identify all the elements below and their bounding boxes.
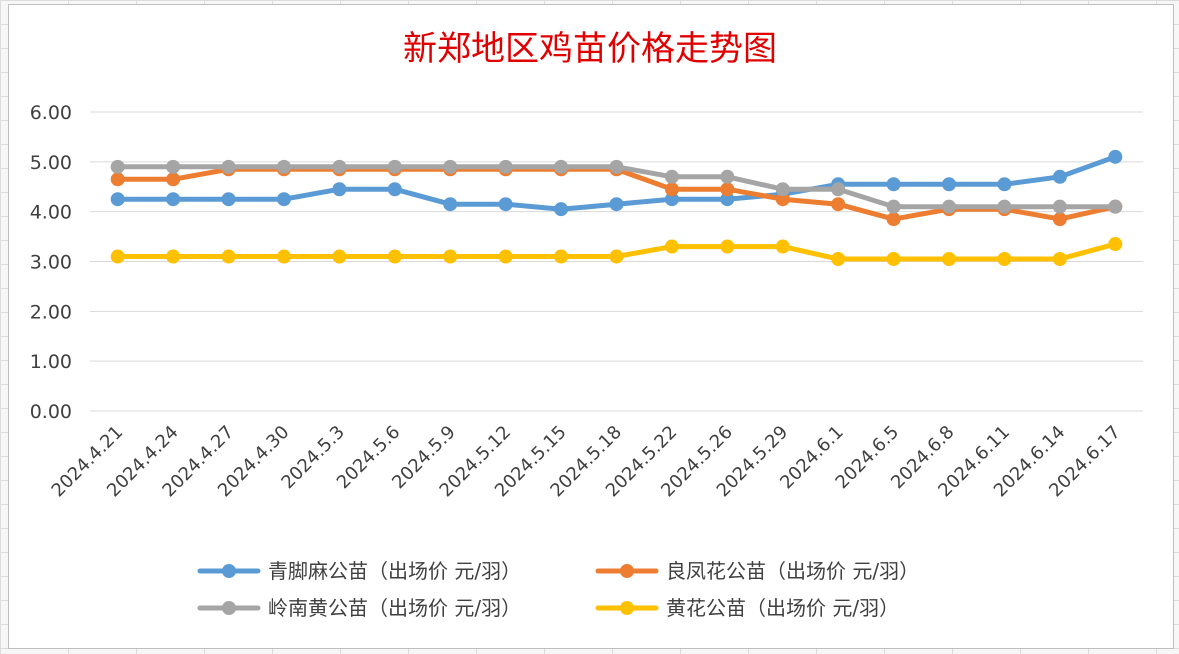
data-point [831, 252, 846, 267]
data-point [942, 199, 957, 214]
legend-marker [222, 564, 236, 578]
data-point [664, 169, 679, 184]
legend-item: 岭南黄公苗（出场价 元/羽） [197, 596, 521, 620]
data-point [554, 249, 569, 264]
data-point [1052, 169, 1067, 184]
data-point [166, 249, 181, 264]
data-point [443, 197, 458, 212]
y-tick-label: 5.00 [30, 152, 72, 174]
x-axis-ticks: 2024.4.212024.4.242024.4.272024.4.302024… [48, 422, 1125, 502]
data-point [332, 249, 347, 264]
data-point [886, 199, 901, 214]
data-point [221, 249, 236, 264]
data-point [276, 249, 291, 264]
legend-label: 青脚麻公苗（出场价 元/羽） [268, 559, 521, 583]
y-tick-label: 3.00 [30, 252, 72, 274]
data-point [498, 249, 513, 264]
data-point [609, 197, 624, 212]
data-point [221, 159, 236, 174]
data-point [831, 197, 846, 212]
legend-label: 岭南黄公苗（出场价 元/羽） [268, 596, 521, 620]
data-point [443, 249, 458, 264]
data-point [1052, 252, 1067, 267]
data-point [110, 159, 125, 174]
legend-label: 黄花公苗（出场价 元/羽） [666, 596, 899, 620]
data-point [276, 159, 291, 174]
data-point [443, 159, 458, 174]
y-tick-label: 6.00 [30, 102, 72, 124]
data-point [498, 197, 513, 212]
data-point [332, 159, 347, 174]
series-lines [110, 149, 1123, 267]
data-point [831, 182, 846, 197]
data-point [775, 239, 790, 254]
data-point [110, 172, 125, 187]
data-point [1108, 199, 1123, 214]
y-tick-label: 1.00 [30, 351, 72, 373]
data-point [387, 159, 402, 174]
data-point [387, 182, 402, 197]
data-point [276, 192, 291, 207]
data-point [1108, 149, 1123, 164]
data-point [221, 192, 236, 207]
data-point [720, 192, 735, 207]
data-point [332, 182, 347, 197]
data-point [554, 159, 569, 174]
data-point [942, 252, 957, 267]
data-point [664, 182, 679, 197]
data-point [664, 239, 679, 254]
data-point [942, 177, 957, 192]
data-point [664, 192, 679, 207]
data-point [997, 252, 1012, 267]
data-point [110, 192, 125, 207]
series-3 [110, 159, 1123, 214]
y-tick-label: 4.00 [30, 202, 72, 224]
legend-item: 黄花公苗（出场价 元/羽） [595, 596, 899, 620]
data-point [387, 249, 402, 264]
legend-marker [620, 601, 634, 615]
chart-title: 新郑地区鸡苗价格走势图 [403, 29, 777, 69]
data-point [775, 192, 790, 207]
data-point [720, 182, 735, 197]
series-4 [110, 237, 1123, 267]
data-point [166, 172, 181, 187]
data-point [1052, 212, 1067, 227]
data-point [886, 177, 901, 192]
data-point [775, 182, 790, 197]
data-point [554, 202, 569, 217]
data-point [886, 252, 901, 267]
data-point [166, 192, 181, 207]
data-point [498, 159, 513, 174]
legend-item: 良凤花公苗（出场价 元/羽） [595, 559, 919, 583]
data-point [997, 199, 1012, 214]
data-point [166, 159, 181, 174]
legend: 青脚麻公苗（出场价 元/羽） 良凤花公苗（出场价 元/羽） 岭南黄公苗（出场价 元/… [197, 559, 919, 620]
series-1 [110, 149, 1123, 217]
legend-marker [222, 601, 236, 615]
legend-item: 青脚麻公苗（出场价 元/羽） [197, 559, 521, 583]
data-point [1052, 199, 1067, 214]
legend-marker [620, 564, 634, 578]
data-point [609, 159, 624, 174]
y-tick-label: 0.00 [30, 401, 72, 423]
y-tick-label: 2.00 [30, 301, 72, 323]
data-point [997, 177, 1012, 192]
legend-label: 良凤花公苗（出场价 元/羽） [666, 559, 919, 583]
y-axis-ticks: 0.00 1.00 2.00 3.00 4.00 5.00 6.00 [30, 102, 72, 423]
data-point [720, 239, 735, 254]
data-point [609, 249, 624, 264]
data-point [110, 249, 125, 264]
data-point [886, 212, 901, 227]
data-point [1108, 237, 1123, 252]
data-point [720, 169, 735, 184]
